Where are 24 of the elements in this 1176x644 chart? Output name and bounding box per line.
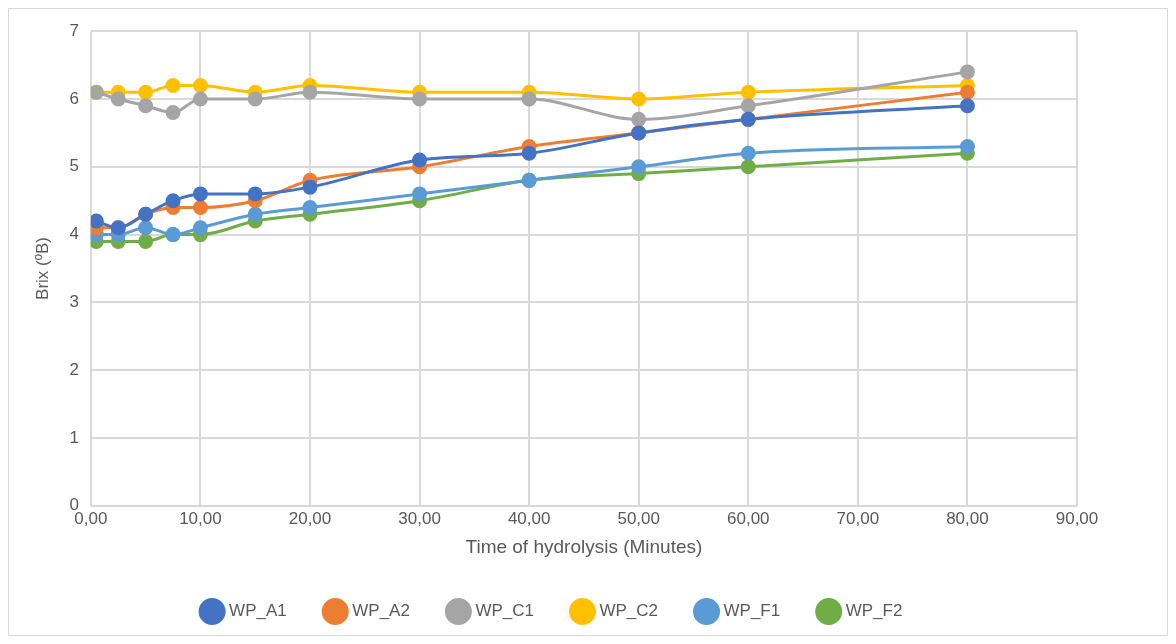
x-tick-label: 20,00	[288, 508, 332, 528]
legend-label: WP_A1	[229, 601, 287, 621]
legend-label: WP_F2	[845, 601, 903, 621]
x-tick-label: 40,00	[507, 508, 551, 528]
y-tick-label: 6	[69, 88, 79, 108]
x-tick-label: 70,00	[836, 508, 880, 528]
legend-label: WP_C2	[599, 601, 659, 621]
y-tick-label: 4	[69, 224, 79, 244]
y-axis-title: Brix (ºB)	[32, 237, 52, 300]
x-tick-label: 10,00	[179, 508, 222, 528]
x-axis-title: Time of hydrolysis (Minutes)	[465, 535, 703, 557]
x-tick-label: 80,00	[946, 508, 989, 528]
y-tick-label: 2	[69, 359, 79, 379]
y-tick-label: 5	[69, 156, 79, 176]
x-tick-label: 60,00	[727, 508, 770, 528]
y-tick-label: 7	[69, 20, 79, 40]
legend-label: WP_C1	[475, 601, 534, 621]
x-tick-label: 30,00	[398, 508, 441, 528]
legend-label: WP_A2	[352, 601, 410, 621]
y-tick-label: 3	[69, 292, 79, 312]
y-tick-label: 1	[69, 427, 79, 447]
x-tick-label: 50,00	[617, 508, 660, 528]
x-tick-label: 90,00	[1055, 508, 1099, 528]
legend-label: WP_F1	[723, 601, 781, 621]
